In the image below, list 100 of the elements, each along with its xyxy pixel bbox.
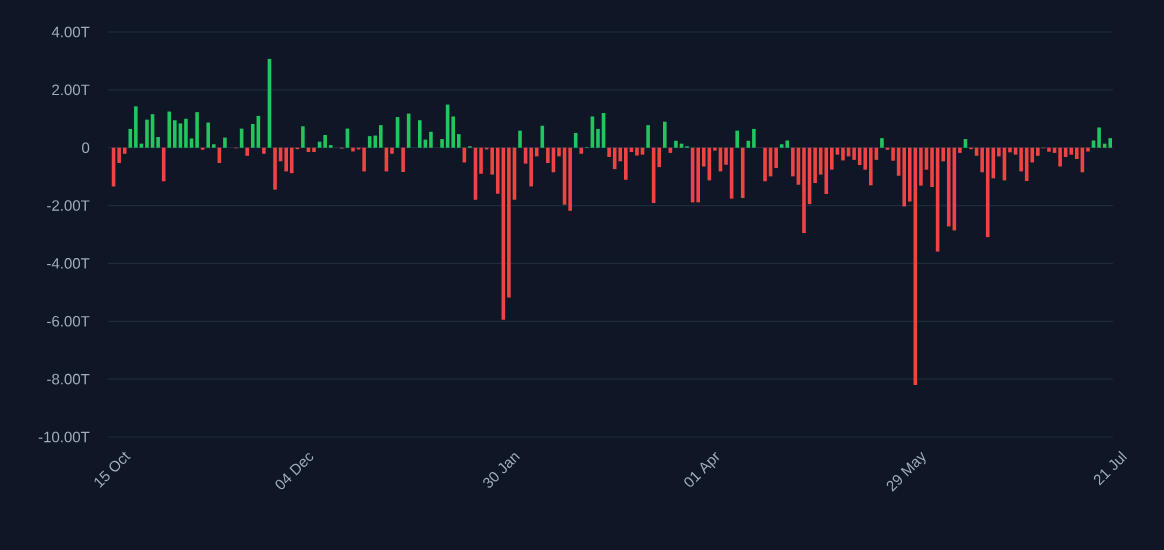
bar: [557, 147, 561, 157]
bar: [167, 111, 172, 148]
bar: [980, 147, 984, 173]
bar: [1058, 147, 1062, 167]
bar: [418, 120, 422, 148]
bar: [830, 147, 834, 170]
y-tick-label: 0: [82, 142, 90, 154]
bar: [134, 106, 138, 148]
bar: [1097, 127, 1101, 148]
bar: [1075, 147, 1079, 159]
bar: [301, 126, 305, 148]
bar: [195, 112, 199, 148]
bar: [540, 125, 545, 148]
bar: [891, 147, 895, 161]
bar: [250, 123, 255, 148]
y-tick-label: -8.00T: [47, 373, 90, 385]
bar: [223, 137, 227, 148]
bar: [701, 147, 706, 167]
bar: [791, 147, 795, 177]
x-tick-label: 01 Apr: [684, 451, 720, 487]
bar: [534, 147, 539, 157]
bar: [156, 137, 160, 148]
bar: [624, 147, 628, 180]
bar: [863, 147, 868, 170]
x-tick-label: 30 Jan: [483, 453, 520, 488]
bar: [1091, 140, 1096, 148]
y-tick-label: -6.00T: [47, 315, 90, 327]
bar: [429, 131, 433, 148]
bar: [813, 147, 817, 183]
bar: [1019, 147, 1023, 172]
bar: [373, 135, 378, 148]
bar: [245, 147, 249, 156]
bar: [919, 147, 923, 186]
bar: [479, 147, 483, 174]
bar: [674, 140, 678, 148]
bar: [284, 147, 288, 172]
x-tick-label: 04 Dec: [275, 453, 314, 490]
bar: [362, 147, 366, 172]
bar: [579, 147, 584, 154]
bar: [211, 144, 216, 148]
bar: [657, 147, 662, 168]
bar: [145, 119, 149, 148]
bar: [1047, 147, 1051, 152]
bar: [774, 147, 778, 168]
bar: [752, 128, 756, 148]
bar: [841, 147, 845, 161]
bar: [852, 147, 856, 160]
bar: [1108, 138, 1113, 148]
y-tick-label: -10.00T: [38, 431, 90, 443]
bar: [117, 147, 121, 164]
y-tick-label: 2.00T: [52, 84, 90, 96]
bar: [869, 147, 873, 186]
bar: [529, 147, 533, 187]
bar: [958, 147, 962, 153]
bar: [740, 147, 745, 199]
bar: [440, 139, 444, 148]
bar: [902, 147, 907, 207]
bar: [997, 147, 1001, 157]
bar: [206, 122, 211, 148]
y-tick-label: 4.00T: [51, 26, 90, 38]
bar: [568, 147, 572, 211]
y-tick-label: -2.00T: [47, 200, 90, 211]
bar: [122, 147, 127, 154]
bar: [184, 118, 188, 148]
bar: [451, 116, 456, 148]
bar: [289, 147, 294, 174]
bar: [379, 125, 383, 148]
bar: [173, 120, 177, 148]
bar: [1036, 147, 1040, 156]
x-tick-label: 21 Jul: [1093, 450, 1128, 486]
bar: [312, 147, 316, 153]
bar: [518, 130, 522, 148]
bar: [456, 134, 461, 148]
bar: [1008, 147, 1012, 153]
bar: [724, 147, 728, 165]
bar: [618, 147, 623, 162]
bar: [941, 147, 945, 162]
bar: [273, 147, 277, 190]
bar: [546, 147, 550, 164]
bar: [802, 147, 806, 234]
bar: [880, 138, 884, 148]
bar: [662, 121, 667, 148]
bar: [635, 147, 639, 156]
bar: [128, 128, 133, 148]
bar: [596, 128, 600, 148]
x-tick-label: 15 Oct: [94, 451, 131, 488]
bar: [1069, 147, 1074, 155]
bar: [946, 147, 951, 227]
bar: [713, 147, 717, 151]
bar: [390, 147, 394, 154]
bar: [189, 138, 194, 148]
bar: [507, 147, 511, 298]
bar: [930, 147, 934, 188]
bar: [607, 147, 611, 157]
bar: [323, 134, 327, 148]
bar: [328, 145, 333, 148]
bar: [573, 132, 578, 148]
bar: [907, 147, 912, 202]
bar: [262, 147, 266, 154]
bar: [735, 130, 739, 148]
